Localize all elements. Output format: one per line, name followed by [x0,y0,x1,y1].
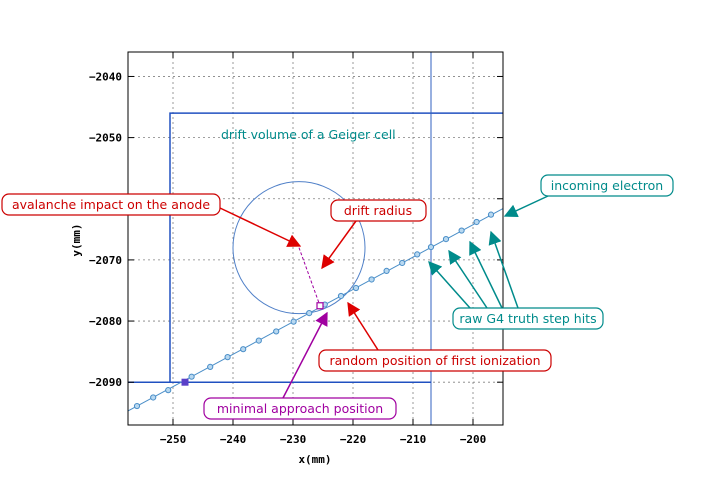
annotation-incoming-electron: incoming electron [540,174,674,197]
min-approach-segment [298,247,321,306]
step-hit-point [150,394,157,401]
cell-boundary [169,112,503,383]
x-tick-label: −240 [220,433,247,446]
x-tick-label: −200 [460,433,487,446]
x-tick-label: −230 [280,433,307,446]
step-hit-point [207,363,214,371]
y-tick-label: −2050 [89,132,122,145]
annotation-arrows [219,195,549,399]
svg-text:avalanche impact on the anode: avalanche impact on the anode [12,197,210,212]
x-tick-label: −250 [160,433,187,446]
arrow-avalanche-impact [219,207,302,247]
annotation-drift-volume: drift volume of a Geiger cell [221,127,396,142]
first-step-square [181,378,189,386]
arrow-step-hit-1 [428,260,471,309]
step-hit-point [240,346,247,353]
arrow-step-hit-2 [448,249,488,309]
annotation-min-approach: minimal approach position [203,397,397,420]
arrow-step-hit-4 [488,230,519,309]
y-tick-label: −2080 [89,315,122,328]
step-hit-point [273,328,280,335]
step-hit-point [290,318,297,325]
annotation-raw-step-hits: raw G4 truth step hits [452,307,604,330]
step-hit-point [165,387,172,394]
step-hit-point [337,292,345,300]
step-hit-point [306,310,313,317]
arrow-incoming-electron [503,195,549,217]
min-approach-marker [316,302,324,310]
arrow-step-hit-3 [469,240,503,309]
step-hit-point [255,337,262,344]
drift-circle [232,181,366,315]
svg-text:minimal approach position: minimal approach position [217,401,383,416]
x-tick-label: −220 [340,433,367,446]
annotation-first-ionization: random position of first ionization [318,349,552,372]
y-axis-title: y(mm) [70,223,83,256]
axes: −250−240−230−220−210−200−2040−2050−2060−… [89,52,503,446]
step-hit-point [427,243,435,251]
plot-frame [127,51,504,426]
plot-area [128,52,503,425]
x-axis-title: x(mm) [298,453,331,466]
step-hit-point [133,402,141,410]
annotation-avalanche-impact: avalanche impact on the anode [1,193,221,216]
step-hit-point [399,259,406,267]
arrow-drift-radius [321,220,357,270]
x-tick-label: −210 [400,433,427,446]
step-hit-point [487,211,495,218]
y-tick-label: −2070 [89,254,122,267]
step-hit-point [442,236,450,243]
arrow-first-ionization [347,301,379,351]
step-hit-point [188,373,195,380]
y-tick-label: −2040 [89,70,122,83]
svg-text:incoming electron: incoming electron [551,178,663,193]
svg-text:random position of first ioniz: random position of first ionization [329,353,540,368]
step-hit-point [383,267,390,275]
step-hit-point [368,276,375,283]
step-hit-point [352,284,360,292]
step-hit-point [224,354,231,361]
annotation-drift-radius: drift radius [330,199,427,222]
step-hit-point [414,251,421,258]
svg-text:drift radius: drift radius [344,203,412,218]
svg-text:raw G4 truth step hits: raw G4 truth step hits [459,311,596,326]
step-hit-point [473,218,480,226]
y-tick-label: −2090 [89,376,122,389]
step-hit-point [458,227,465,234]
arrow-min-approach [282,311,328,399]
